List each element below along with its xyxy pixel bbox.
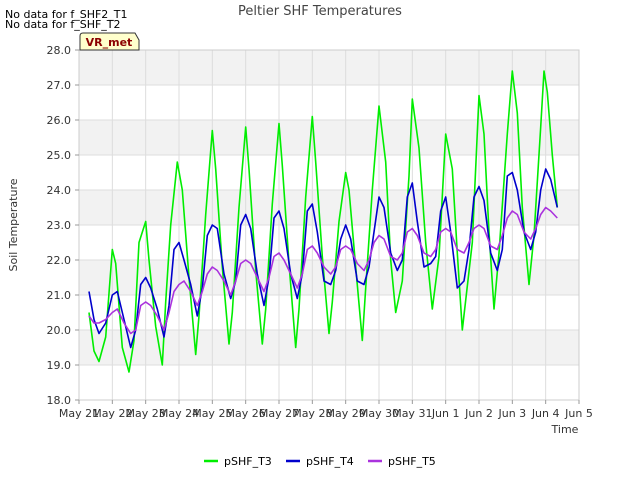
x-tick-label: May 29 (326, 407, 366, 420)
y-tick-label: 23.0 (47, 219, 72, 232)
no-data-notice-1: No data for f_SHF2_T1 (5, 8, 128, 21)
series-line-pshf-t5 (88, 206, 558, 335)
y-axis-title: Soil Temperature (7, 178, 20, 271)
legend-label: pSHF_T5 (388, 455, 436, 468)
x-tick-label: May 23 (126, 407, 166, 420)
plot-bands (79, 50, 579, 400)
chart-title: Peltier SHF Temperatures (238, 4, 402, 19)
plot-band (79, 155, 579, 190)
y-tick-label: 26.0 (47, 114, 72, 127)
vr-met-badge: VR_met (79, 32, 140, 51)
no-data-notice-2: No data for f_SHF_T2 (5, 18, 121, 31)
plot-band (79, 50, 579, 85)
x-tick-label: May 31 (392, 407, 432, 420)
x-tick-label: May 25 (192, 407, 232, 420)
plot-band (79, 85, 579, 120)
x-tick-label: May 21 (59, 407, 99, 420)
plot-band (79, 260, 579, 295)
plot-band (79, 120, 579, 155)
y-tick-label: 27.0 (47, 79, 72, 92)
x-axis-title: Time (551, 423, 579, 436)
x-tick-label: May 30 (359, 407, 399, 420)
legend: pSHF_T3 pSHF_T4 pSHF_T5 (204, 455, 436, 468)
y-tick-label: 28.0 (47, 44, 72, 57)
series-line-pshf-t4 (88, 168, 559, 349)
x-tick-label: May 27 (259, 407, 299, 420)
x-tick-label: Jun 4 (531, 407, 560, 420)
x-tick-label: May 24 (159, 407, 199, 420)
series-lines (88, 70, 559, 373)
plot-band (79, 365, 579, 400)
plot-band (79, 330, 579, 365)
y-tick-label: 18.0 (47, 394, 72, 407)
x-tick-label: May 22 (92, 407, 132, 420)
legend-label: pSHF_T3 (224, 455, 272, 468)
x-tick-label: Jun 5 (564, 407, 593, 420)
y-tick-label: 22.0 (47, 254, 72, 267)
x-tick-label: Jun 1 (431, 407, 460, 420)
badge-text: VR_met (86, 36, 133, 49)
plot-band (79, 190, 579, 225)
y-tick-label: 25.0 (47, 149, 72, 162)
y-axis-ticks: 18.0 19.0 20.0 21.0 22.0 23.0 24.0 25.0 26.0 27.0… (47, 44, 79, 407)
x-tick-label: Jun 3 (497, 407, 526, 420)
y-tick-label: 19.0 (47, 359, 72, 372)
x-tick-label: May 28 (292, 407, 332, 420)
legend-label: pSHF_T4 (306, 455, 354, 468)
x-tick-label: Jun 2 (464, 407, 493, 420)
series-line-pshf-t3 (88, 70, 559, 373)
y-tick-label: 24.0 (47, 184, 72, 197)
plot-band (79, 225, 579, 260)
y-tick-label: 21.0 (47, 289, 72, 302)
y-tick-label: 20.0 (47, 324, 72, 337)
plot-band (79, 295, 579, 330)
x-tick-label: May 26 (226, 407, 266, 420)
